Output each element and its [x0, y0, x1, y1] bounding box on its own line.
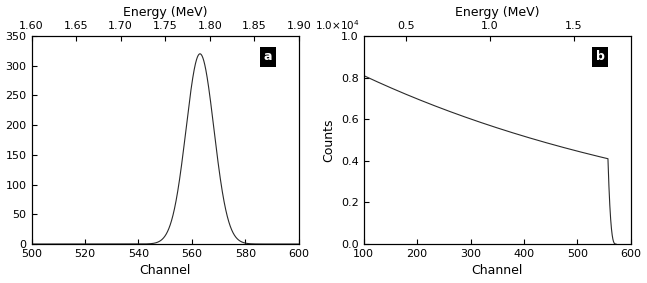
X-axis label: Energy (MeV): Energy (MeV) — [455, 6, 540, 19]
Text: a: a — [264, 50, 272, 63]
Text: $1.0{\times}10^4$: $1.0{\times}10^4$ — [316, 18, 360, 32]
Y-axis label: Counts: Counts — [322, 118, 335, 162]
Text: b: b — [596, 50, 605, 63]
X-axis label: Channel: Channel — [472, 264, 523, 277]
X-axis label: Energy (MeV): Energy (MeV) — [123, 6, 208, 19]
X-axis label: Channel: Channel — [140, 264, 191, 277]
